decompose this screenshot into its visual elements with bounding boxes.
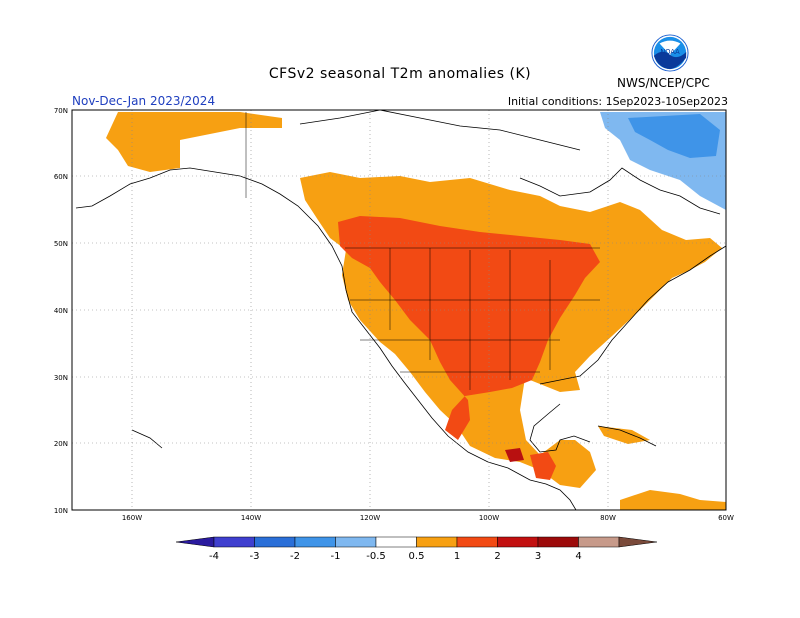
colorbar-label: 2 bbox=[494, 551, 500, 562]
anomaly-region-mid bbox=[338, 216, 600, 440]
lon-tick-labels: 160W 140W 120W 100W 80W 60W bbox=[122, 514, 734, 522]
lat-label: 30N bbox=[54, 374, 68, 382]
lon-label: 100W bbox=[479, 514, 499, 522]
colorbar-label: -3 bbox=[250, 551, 260, 562]
lon-label: 140W bbox=[241, 514, 261, 522]
colorbar-segment bbox=[254, 536, 296, 548]
colorbar-label: 4 bbox=[575, 551, 581, 562]
colorbar-label: -2 bbox=[290, 551, 300, 562]
lat-label: 40N bbox=[54, 307, 68, 315]
colorbar-segment bbox=[294, 536, 336, 548]
lat-tick-labels: 70N 60N 50N 40N 30N 20N 10N bbox=[54, 107, 68, 515]
lon-label: 120W bbox=[360, 514, 380, 522]
map-frame bbox=[71, 109, 727, 511]
lon-label: 60W bbox=[718, 514, 734, 522]
anomaly-region-alaska bbox=[106, 112, 282, 172]
colorbar-label: -4 bbox=[209, 551, 219, 562]
colorbar-label: 0.5 bbox=[409, 551, 425, 562]
colorbar: -4 -3 -2 -1 -0.5 0.5 1 2 3 4 bbox=[175, 536, 658, 562]
anomaly-fill bbox=[106, 112, 726, 510]
colorbar-segment bbox=[456, 536, 498, 548]
colorbar-arrow-right bbox=[618, 536, 658, 548]
lat-label: 10N bbox=[54, 507, 68, 515]
colorbar-segment bbox=[375, 536, 417, 548]
graticule bbox=[72, 110, 726, 510]
colorbar-label: 3 bbox=[535, 551, 541, 562]
initial-conditions: Initial conditions: 1Sep2023-10Sep2023 bbox=[507, 95, 728, 108]
forecast-period: Nov-Dec-Jan 2023/2024 bbox=[72, 94, 216, 108]
colorbar-segment bbox=[578, 536, 620, 548]
cool-anomaly-fill bbox=[600, 112, 726, 210]
svg-text:NOAA: NOAA bbox=[660, 48, 680, 56]
colorbar-segment bbox=[213, 536, 255, 548]
colorbar-segment bbox=[537, 536, 579, 548]
lat-label: 60N bbox=[54, 173, 68, 181]
colorbar-segment bbox=[497, 536, 539, 548]
agency-label: NWS/NCEP/CPC bbox=[617, 76, 710, 90]
colorbar-arrow-left bbox=[175, 536, 215, 548]
coastlines bbox=[75, 109, 727, 511]
colorbar-segment bbox=[335, 536, 377, 548]
anomaly-region-caribbean bbox=[598, 426, 650, 444]
anomaly-region-central-america bbox=[530, 452, 556, 480]
map-title: CFSv2 seasonal T2m anomalies (K) bbox=[268, 66, 532, 82]
anomaly-region-dark bbox=[505, 448, 524, 462]
lat-label: 70N bbox=[54, 107, 68, 115]
colorbar-label: -1 bbox=[331, 551, 341, 562]
lat-label: 20N bbox=[54, 440, 68, 448]
lon-label: 160W bbox=[122, 514, 142, 522]
lon-label: 80W bbox=[600, 514, 616, 522]
political-borders bbox=[245, 112, 600, 390]
lat-label: 50N bbox=[54, 240, 68, 248]
colorbar-segment bbox=[416, 536, 458, 548]
noaa-logo-icon: NOAA bbox=[651, 34, 689, 72]
colorbar-label: 1 bbox=[454, 551, 460, 562]
colorbar-label: -0.5 bbox=[366, 551, 386, 562]
anomaly-region-south-america bbox=[620, 490, 726, 510]
